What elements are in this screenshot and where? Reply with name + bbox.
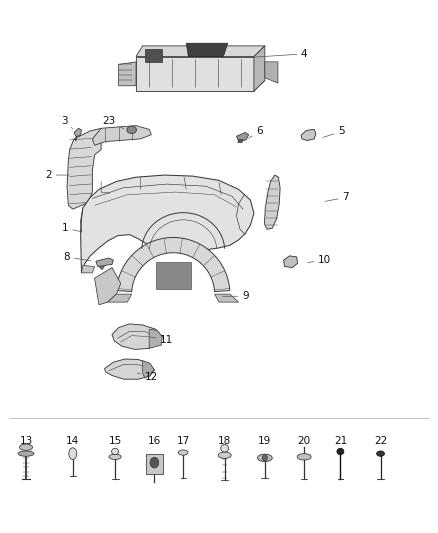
Polygon shape — [265, 62, 278, 83]
Text: 21: 21 — [334, 437, 347, 447]
Text: 22: 22 — [374, 437, 387, 447]
Polygon shape — [81, 265, 95, 273]
Polygon shape — [75, 139, 77, 141]
Polygon shape — [155, 262, 191, 289]
Polygon shape — [119, 62, 136, 86]
Polygon shape — [136, 46, 265, 56]
Text: 13: 13 — [19, 437, 33, 447]
Polygon shape — [81, 175, 254, 273]
Ellipse shape — [112, 448, 119, 455]
Polygon shape — [301, 130, 316, 141]
Polygon shape — [92, 126, 151, 146]
FancyBboxPatch shape — [146, 454, 162, 474]
Polygon shape — [67, 128, 101, 209]
Text: 9: 9 — [223, 291, 248, 301]
Ellipse shape — [178, 450, 188, 455]
Polygon shape — [145, 49, 162, 62]
Text: 10: 10 — [308, 255, 331, 265]
Text: 23: 23 — [102, 116, 124, 129]
Text: 18: 18 — [218, 437, 231, 447]
Polygon shape — [149, 329, 162, 349]
Text: 11: 11 — [150, 335, 173, 345]
Ellipse shape — [69, 448, 77, 459]
Text: 4: 4 — [249, 49, 307, 59]
Ellipse shape — [258, 454, 272, 462]
Polygon shape — [99, 266, 105, 270]
Text: 3: 3 — [61, 116, 73, 129]
Text: 7: 7 — [325, 192, 349, 203]
Ellipse shape — [221, 445, 229, 452]
Circle shape — [262, 455, 268, 461]
Text: 20: 20 — [297, 437, 311, 447]
Polygon shape — [237, 133, 249, 141]
Polygon shape — [117, 238, 230, 292]
Polygon shape — [143, 361, 154, 378]
Polygon shape — [112, 324, 162, 350]
Polygon shape — [238, 140, 243, 143]
Ellipse shape — [297, 454, 311, 460]
Polygon shape — [215, 294, 239, 302]
Text: 5: 5 — [323, 126, 345, 138]
Polygon shape — [105, 359, 154, 379]
Text: 17: 17 — [177, 437, 190, 447]
Text: 6: 6 — [248, 126, 262, 138]
Circle shape — [150, 457, 159, 468]
Ellipse shape — [19, 444, 32, 450]
Polygon shape — [284, 256, 297, 268]
Ellipse shape — [337, 448, 344, 455]
Polygon shape — [136, 80, 265, 91]
Polygon shape — [96, 258, 113, 266]
Ellipse shape — [18, 451, 34, 456]
Text: 14: 14 — [66, 437, 79, 447]
Text: 16: 16 — [148, 437, 161, 447]
Text: 19: 19 — [258, 437, 272, 447]
Ellipse shape — [127, 126, 137, 134]
Polygon shape — [254, 46, 265, 91]
Ellipse shape — [377, 451, 385, 456]
Text: 2: 2 — [46, 170, 69, 180]
Polygon shape — [108, 294, 132, 302]
Ellipse shape — [218, 452, 231, 458]
Text: 1: 1 — [62, 223, 81, 233]
Text: 12: 12 — [138, 372, 158, 382]
Text: 15: 15 — [109, 437, 122, 447]
Polygon shape — [136, 56, 254, 91]
Polygon shape — [95, 268, 121, 305]
Polygon shape — [265, 175, 280, 229]
Ellipse shape — [109, 454, 121, 459]
Polygon shape — [186, 43, 228, 56]
Polygon shape — [74, 128, 81, 137]
Text: 8: 8 — [64, 252, 91, 262]
